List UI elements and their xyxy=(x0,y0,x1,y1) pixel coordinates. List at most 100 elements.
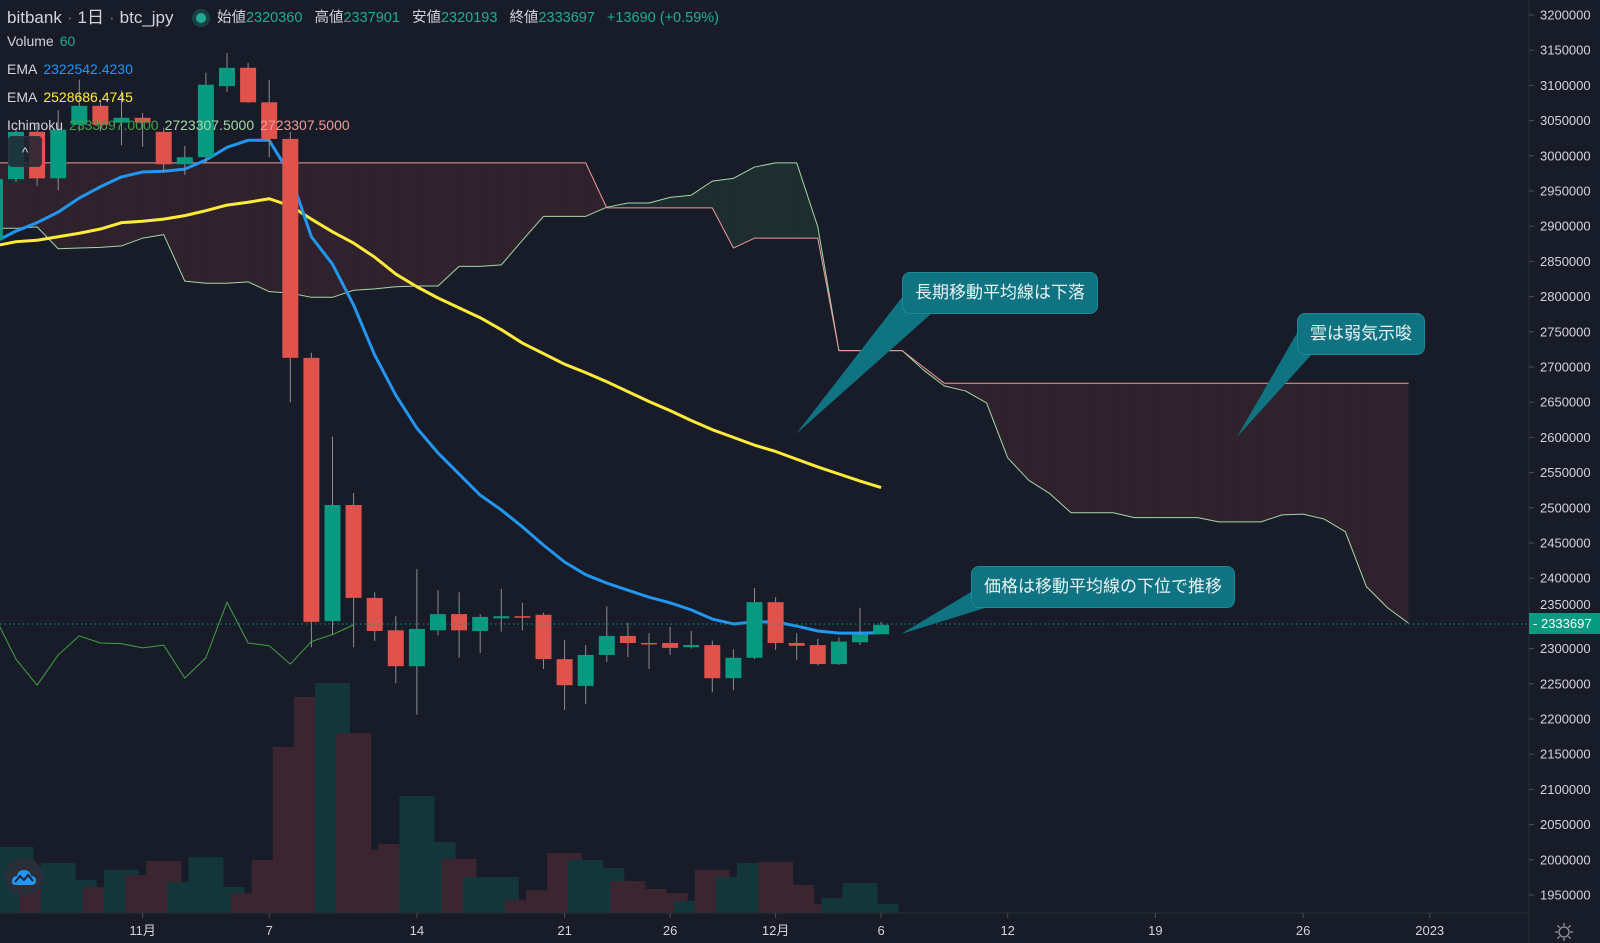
annotation-callout[interactable]: 長期移動平均線は下落 xyxy=(902,272,1098,314)
candle xyxy=(155,127,172,173)
price-tick-label: 3200000 xyxy=(1540,8,1591,23)
cloud-segment xyxy=(564,162,586,217)
volume-bar xyxy=(800,904,836,913)
cloud-segment xyxy=(1239,383,1261,522)
cloud-segment xyxy=(1092,383,1114,513)
candle-body xyxy=(50,129,67,179)
exchange-name[interactable]: bitbank xyxy=(7,8,62,27)
candle xyxy=(197,72,214,163)
cloud-segment xyxy=(1282,383,1304,515)
price-tick-label: 2250000 xyxy=(1540,676,1591,691)
candle-body xyxy=(261,102,278,139)
legend-ichimoku[interactable]: Ichimoku 2333697.0000 2723307.5000 2723307.… xyxy=(7,117,356,133)
candle-body xyxy=(619,635,636,643)
interval[interactable]: 1日 xyxy=(77,8,104,27)
annotation-callout[interactable]: 価格は移動平均線の下位で推移 xyxy=(971,566,1235,608)
cloud-segment xyxy=(1260,383,1282,522)
candle-body xyxy=(0,179,3,241)
cloud-segment xyxy=(374,162,396,289)
time-tick-label: 26 xyxy=(663,923,677,938)
candle xyxy=(577,645,594,705)
candle-body xyxy=(387,630,404,667)
candle xyxy=(683,631,700,649)
candle xyxy=(472,614,489,653)
cloud-segment xyxy=(1113,383,1135,518)
candle xyxy=(725,649,742,691)
legend-ema-fast[interactable]: EMA 2322542.4230 xyxy=(7,61,139,77)
cloud-logo-icon xyxy=(11,870,36,885)
candle xyxy=(598,606,615,662)
last-price-value: 2333697 xyxy=(1540,616,1592,631)
time-axis[interactable]: 11月 7 14 21 26 12月 6 12 19 26 2023 xyxy=(129,913,1444,938)
price-tick-label: 2300000 xyxy=(1540,641,1591,656)
candle-body xyxy=(809,645,826,665)
cloud-segment xyxy=(16,162,38,229)
candle xyxy=(746,588,763,660)
candle-body xyxy=(366,597,383,631)
close-value: 2333697 xyxy=(538,10,595,26)
candle xyxy=(430,590,446,636)
cloud-segment xyxy=(627,202,649,208)
ema-fast-value: 2322542.4230 xyxy=(43,61,133,77)
candle-body xyxy=(493,616,510,619)
cloud-segment xyxy=(332,162,354,298)
candle xyxy=(830,637,847,665)
callout-tail xyxy=(901,592,985,634)
candle-body xyxy=(71,105,88,125)
callout-tail xyxy=(796,296,932,434)
cloud-segment xyxy=(1155,383,1177,518)
cloud-segment xyxy=(585,162,607,217)
price-tick-label: 2350000 xyxy=(1540,597,1591,612)
cloud-segment xyxy=(1134,383,1156,518)
lagging-span-line xyxy=(0,601,354,686)
legend-volume[interactable]: Volume 60 xyxy=(7,33,81,49)
price-tick-label: 3150000 xyxy=(1540,43,1591,58)
cloud-segment xyxy=(1028,383,1050,494)
candle-body xyxy=(830,641,847,665)
candle-body xyxy=(113,117,130,123)
annotation-callout[interactable]: 雲は弱気示唆 xyxy=(1297,313,1425,355)
candle-body xyxy=(641,642,657,645)
price-axis[interactable]: 3200000 3150000 3100000 3050000 3000000 29500… xyxy=(1529,8,1591,903)
cloud-segment xyxy=(79,162,101,249)
cloud-segment xyxy=(670,195,692,208)
settings-gear-icon[interactable] xyxy=(1554,922,1574,942)
candle xyxy=(852,607,868,646)
cloud-segment xyxy=(205,162,227,284)
cloud-segment xyxy=(121,162,143,246)
close-label: 終値 xyxy=(509,10,539,26)
time-tick-label: 21 xyxy=(557,923,571,938)
cloud-segment xyxy=(248,162,270,292)
collapse-legend-button[interactable]: ^ xyxy=(8,136,42,167)
cloud-segment xyxy=(0,162,16,229)
ema-slow-value: 2528686.4745 xyxy=(43,89,133,105)
candle-body xyxy=(430,614,446,631)
price-tick-label: 3050000 xyxy=(1540,113,1591,128)
span-b-line xyxy=(0,162,1409,384)
time-tick-label: 2023 xyxy=(1415,923,1444,938)
cloud-segment xyxy=(416,162,438,287)
tradingview-logo[interactable] xyxy=(5,858,43,896)
last-price-tag: - 2333697 xyxy=(1529,613,1600,634)
candle xyxy=(345,493,362,648)
span-a-line xyxy=(0,162,1409,624)
cloud-segment xyxy=(353,162,375,291)
cloud-segment xyxy=(965,383,987,403)
cloud-segment xyxy=(543,162,565,217)
candle-body xyxy=(788,642,805,646)
cloud-segment xyxy=(1071,383,1093,513)
candle-body xyxy=(767,602,784,643)
symbol[interactable]: btc_jpy xyxy=(119,8,174,27)
candle-body xyxy=(746,602,763,658)
candle xyxy=(662,626,679,655)
price-tick-label: 2550000 xyxy=(1540,465,1591,480)
span-b-value: 2723307.5000 xyxy=(260,117,350,133)
candle-body xyxy=(92,105,109,125)
volume-label: Volume xyxy=(7,33,54,49)
price-tick-label: 2500000 xyxy=(1540,500,1591,515)
legend-ema-slow[interactable]: EMA 2528686.4745 xyxy=(7,89,139,105)
cloud-segment xyxy=(438,162,460,287)
candle xyxy=(451,592,468,658)
candle xyxy=(366,592,383,641)
